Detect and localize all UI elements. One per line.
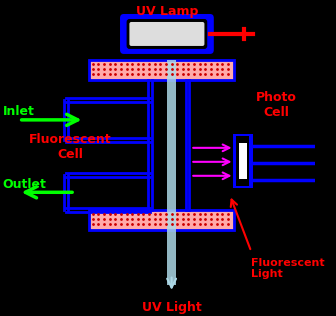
Bar: [89, 60, 235, 80]
FancyBboxPatch shape: [129, 22, 204, 46]
Text: Fluorescent
Cell: Fluorescent Cell: [29, 133, 112, 161]
Bar: [239, 143, 247, 179]
FancyBboxPatch shape: [120, 14, 214, 54]
Bar: [236, 136, 249, 186]
Text: Photo
Cell: Photo Cell: [256, 91, 297, 119]
Text: Inlet: Inlet: [3, 105, 35, 118]
Text: Fluorescent
Light: Fluorescent Light: [251, 258, 325, 279]
Polygon shape: [167, 60, 176, 285]
Text: Outlet: Outlet: [3, 178, 47, 191]
Text: UV Light: UV Light: [142, 301, 202, 314]
Bar: [89, 210, 235, 230]
Bar: [233, 134, 253, 188]
FancyBboxPatch shape: [127, 19, 207, 49]
Text: UV Lamp: UV Lamp: [136, 5, 198, 19]
